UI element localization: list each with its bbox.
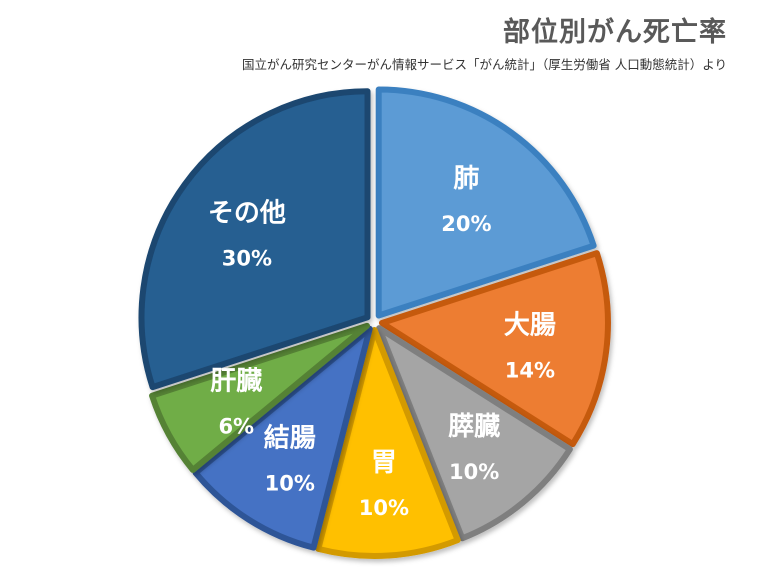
pie-slice (378, 250, 611, 448)
pie-slice (315, 326, 461, 559)
chart-subtitle: 国立がん研究センターがん情報サービス「がん統計」（厚生労働省 人口動態統計）より (242, 57, 727, 72)
slice-value-label: 10% (359, 496, 409, 520)
slice-category-label: 大腸 (504, 311, 556, 341)
pie-labels: 肺 20% 大腸 14% 膵臓 10% 胃 10% 結腸 10% 肝臓 6% その他 30% (208, 164, 556, 520)
slice-value-label: 10% (449, 460, 499, 484)
slice-category-label: 胃 (371, 448, 397, 478)
slice-value-label: 30% (222, 247, 272, 271)
chart-title: 部位別がん死亡率 (503, 17, 727, 48)
slice-category-label: その他 (208, 199, 286, 229)
pie-slice (149, 322, 370, 473)
pie-slices (138, 86, 611, 559)
slice-value-label: 14% (505, 359, 555, 383)
slice-value-label: 6% (218, 415, 254, 439)
slice-category-label: 肝臓 (210, 367, 262, 397)
pie-slice (138, 88, 371, 391)
slice-category-label: 肺 (453, 164, 479, 194)
pie-slice (376, 325, 573, 542)
slice-value-label: 20% (441, 212, 491, 236)
slice-category-label: 結腸 (264, 423, 316, 454)
pie-slice (192, 325, 373, 551)
pie-slice (375, 86, 597, 319)
slice-value-label: 10% (265, 472, 315, 496)
slice-category-label: 膵臓 (448, 412, 500, 442)
